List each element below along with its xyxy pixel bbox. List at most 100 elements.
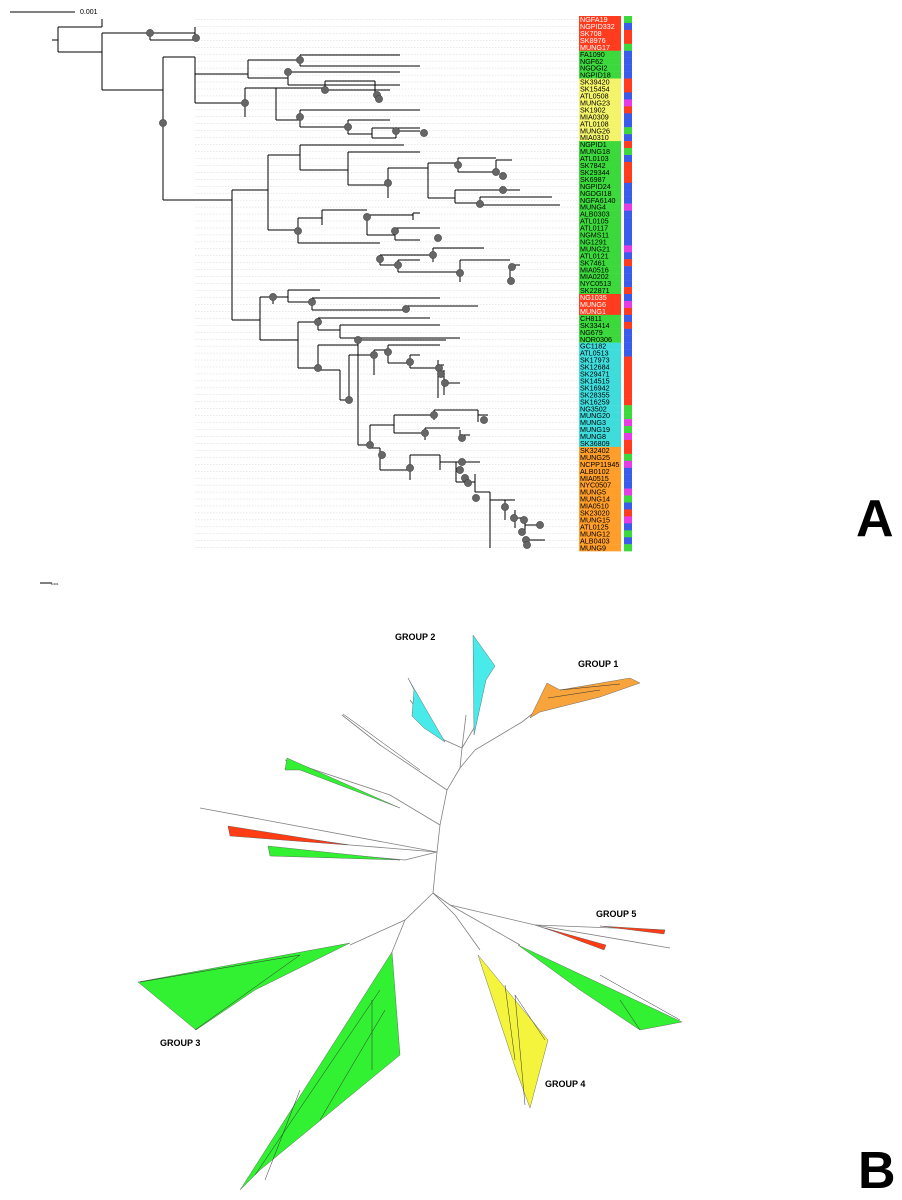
- tip-label-box: [579, 259, 621, 267]
- node-marker: [269, 293, 277, 301]
- node-marker: [366, 441, 374, 449]
- wedge-internal-lines: [139, 683, 681, 1181]
- branch: [139, 683, 681, 1181]
- node-marker: [510, 514, 518, 522]
- branch: [391, 919, 406, 953]
- metadata-cell: [624, 516, 632, 524]
- tip-label-box: [579, 155, 621, 163]
- green-clade-wedge: [342, 713, 421, 771]
- metadata-cell: [624, 412, 632, 420]
- node-marker: [476, 200, 484, 208]
- tip-label: SK32402: [580, 446, 610, 455]
- tip-label: MIA0510: [580, 502, 609, 511]
- group-5-wedge: [544, 927, 607, 951]
- tip-label: SK16942: [580, 383, 610, 392]
- tip-label-box: [579, 384, 621, 392]
- node-marker: [146, 29, 154, 37]
- metadata-cell: [624, 433, 632, 441]
- metadata-cell: [624, 141, 632, 149]
- tip-label: MUNG20: [580, 411, 610, 420]
- tip-label: ATL0121: [580, 251, 609, 260]
- tip-label: SK15454: [580, 85, 610, 94]
- metadata-cell: [624, 419, 632, 427]
- tip-label: MUNG1: [580, 307, 606, 316]
- tip-label-box: [579, 182, 621, 190]
- tip-label-box: [579, 22, 621, 31]
- tip-label-box: [579, 467, 621, 475]
- metadata-cell: [624, 106, 632, 114]
- metadata-cell: [624, 446, 632, 455]
- tip-label-box: [579, 266, 621, 274]
- tip-label: GC1182: [580, 342, 606, 351]
- tip-label-box: [579, 349, 621, 357]
- tip-label: NGFA6140: [580, 196, 616, 205]
- metadata-cell: [624, 370, 632, 378]
- metadata-cell: [624, 203, 632, 211]
- metadata-cell: [624, 377, 632, 385]
- tip-label: ALB0102: [580, 467, 610, 476]
- tip-label: MUNG18: [580, 147, 610, 156]
- node-marker: [464, 479, 472, 487]
- node-marker: [507, 277, 515, 285]
- tip-label-box: [579, 92, 621, 100]
- tip-label: NGPID332: [580, 22, 615, 31]
- tip-label: SK708: [580, 29, 602, 38]
- metadata-cell: [624, 259, 632, 267]
- tip-label-box: [579, 175, 621, 183]
- node-marker: [523, 541, 531, 549]
- tip-label: SK36809: [580, 439, 610, 448]
- node-marker: [296, 56, 304, 64]
- branch: [163, 54, 420, 86]
- node-marker: [314, 364, 322, 372]
- metadata-cell: [624, 238, 632, 246]
- metadata-cell: [624, 537, 632, 545]
- metadata-cell: [624, 168, 632, 177]
- tip-label-box: [579, 127, 621, 135]
- tip-label: SK8976: [580, 36, 606, 45]
- tip-label: MIA0516: [580, 265, 609, 274]
- group-2-label: GROUP 2: [395, 632, 435, 642]
- tip-label: SK17973: [580, 356, 610, 365]
- tip-label-box: [579, 287, 621, 295]
- tip-label: ATL0508: [580, 92, 609, 101]
- node-marker: [384, 179, 392, 187]
- metadata-cell: [624, 314, 632, 322]
- tip-label: NGF62: [580, 57, 603, 66]
- group-5-wedge: [599, 925, 666, 935]
- node-marker: [394, 261, 402, 269]
- node-marker: [501, 503, 509, 511]
- node-marker: [308, 298, 316, 306]
- tip-label: FA1090: [580, 50, 605, 59]
- branch: [432, 892, 481, 951]
- tip-label: MUNG4: [580, 203, 606, 212]
- tip-label: SK16259: [580, 397, 610, 406]
- node-marker: [375, 95, 383, 103]
- node-marker: [441, 379, 449, 387]
- node-marker: [458, 434, 466, 442]
- tip-label-box: [579, 453, 621, 461]
- metadata-strip: [624, 16, 632, 552]
- tip-label-box: [579, 106, 621, 114]
- metadata-cell: [624, 71, 632, 79]
- tip-label: SK14515: [580, 376, 610, 385]
- metadata-cell: [624, 16, 632, 24]
- metadata-cell: [624, 474, 632, 482]
- node-marker: [370, 351, 378, 359]
- tip-label: SK29471: [580, 370, 610, 379]
- group-5-wedge: [227, 825, 349, 846]
- tip-label-box: [579, 446, 621, 455]
- branch: [449, 904, 671, 949]
- node-marker: [192, 34, 200, 42]
- group-1-label: GROUP 1: [578, 659, 618, 669]
- tip-label-box: [579, 168, 621, 177]
- tip-label: ATL0105: [580, 217, 609, 226]
- node-marker: [508, 263, 516, 271]
- green-clade-wedge: [517, 944, 683, 1031]
- tip-label-box: [579, 516, 621, 524]
- branch: [163, 144, 560, 320]
- metadata-cell: [624, 43, 632, 51]
- node-marker: [391, 227, 399, 235]
- tip-label-box: [579, 509, 621, 517]
- node-marker: [406, 464, 414, 472]
- tip-label: NCPP11945: [580, 460, 619, 469]
